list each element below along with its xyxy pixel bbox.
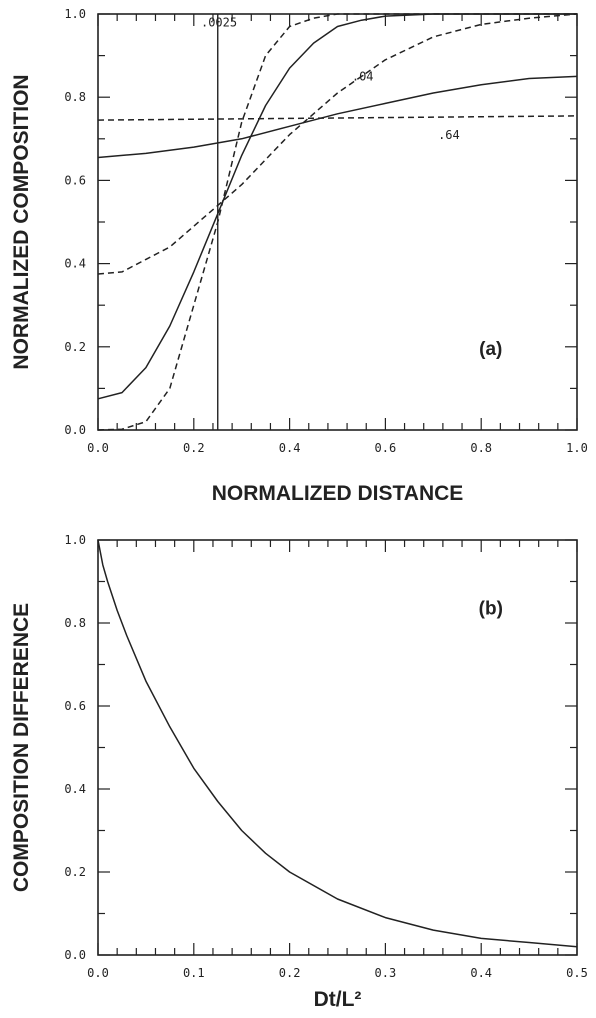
x-tick-label: 0.1: [183, 966, 205, 980]
x-tick-label: 0.6: [375, 441, 397, 455]
series-label: .04: [352, 70, 374, 84]
x-tick-label: 0.4: [470, 966, 492, 980]
x-axis-title: NORMALIZED DISTANCE: [212, 482, 464, 505]
x-tick-label: 1.0: [566, 441, 588, 455]
series-line-2: [97, 13, 578, 275]
series-label: .0025: [201, 15, 237, 29]
series-line-0: [97, 539, 578, 948]
x-tick-label: 0.3: [375, 966, 397, 980]
plot-frame: [97, 539, 578, 956]
y-tick-label: 0.6: [64, 173, 86, 187]
x-tick-label: 0.0: [87, 966, 109, 980]
chart-panel-a: 0.0 0.2 0.4 0.6 0.8 1.0 0.0 0.2 0.4 0.6 0.8 1.0 NORM…: [10, 7, 588, 505]
series-line-4: [97, 115, 578, 121]
y-tick-label: 0.6: [64, 699, 86, 713]
y-tick-label: 0.4: [64, 782, 86, 796]
plot-frame: [97, 13, 578, 431]
chart-panel-b: 0.0 0.1 0.2 0.3 0.4 0.5 0.0 0.2 0.4 0.6 0.8 1.0 Dt/L…: [10, 533, 588, 1011]
y-axis-title: NORMALIZED COMPOSITION: [10, 74, 33, 369]
series-line-3: [97, 75, 578, 159]
y-tick-label: 1.0: [64, 533, 86, 547]
y-tick-label: 0.2: [64, 340, 86, 354]
x-tick-label: 0.2: [183, 441, 205, 455]
y-tick-label: 1.0: [64, 7, 86, 21]
y-tick-label: 0.0: [64, 948, 86, 962]
panel-label: (a): [479, 339, 502, 360]
y-tick-label: 0.8: [64, 616, 86, 630]
x-tick-label: 0.8: [470, 441, 492, 455]
x-tick-label: 0.0: [87, 441, 109, 455]
y-axis-title: COMPOSITION DIFFERENCE: [10, 603, 33, 892]
x-tick-label: 0.5: [566, 966, 588, 980]
y-tick-label: 0.2: [64, 865, 86, 879]
y-tick-label: 0.0: [64, 423, 86, 437]
y-tick-label: 0.8: [64, 90, 86, 104]
y-tick-label: 0.4: [64, 257, 86, 271]
x-tick-label: 0.2: [279, 966, 301, 980]
series-line-0: [97, 13, 577, 431]
panel-label: (b): [479, 599, 503, 620]
series-label: .64: [438, 128, 460, 142]
series-line-1: [97, 13, 577, 400]
x-axis-title: Dt/L²: [314, 988, 362, 1011]
x-tick-label: 0.4: [279, 441, 301, 455]
